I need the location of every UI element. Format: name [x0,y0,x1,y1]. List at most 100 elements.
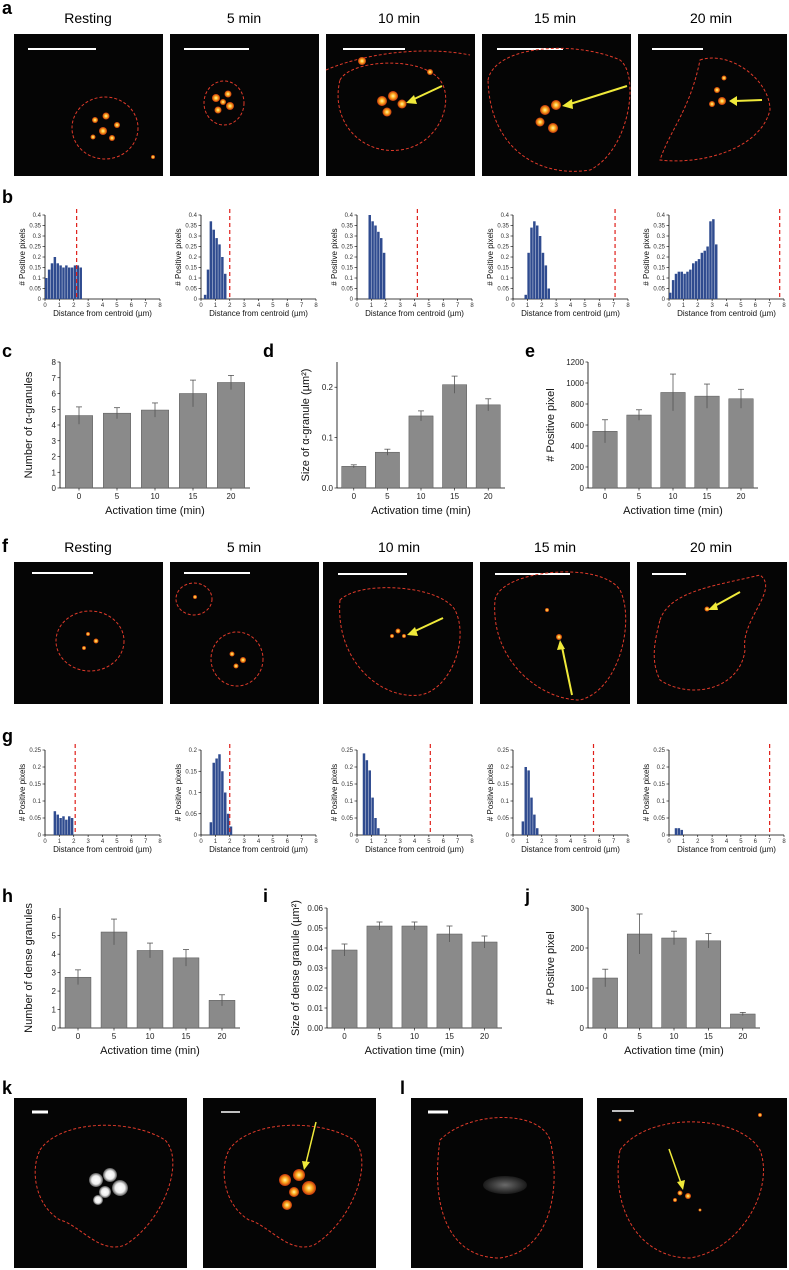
x-tick-label: 3 [398,303,402,309]
y-tick-label: 0.06 [307,904,323,913]
y-tick-label: 0.05 [341,816,353,822]
y-axis-label: Size of dense granule (µm²) [290,900,302,1036]
x-tick-label: 1 [682,303,686,309]
y-tick-label: 0.2 [345,255,354,261]
x-tick-label: 7 [300,303,304,309]
y-tick-label: 800 [571,400,585,409]
x-tick-label: 8 [158,303,162,309]
y-tick-label: 0.4 [189,213,198,219]
histogram-bar [697,259,701,299]
histogram-bar [45,278,48,299]
x-tick-label: 0 [342,1032,347,1041]
histogram-bar [224,273,227,299]
histogram-bar [533,221,536,299]
x-tick-label: 5 [385,492,390,501]
y-tick-label: 0.1 [33,276,42,282]
y-tick-label: 0.15 [497,782,509,788]
x-tick-label: 6 [754,303,758,309]
x-tick-label: 15 [704,1032,713,1041]
histogram-bar [218,244,221,299]
bar [401,925,428,1029]
x-tick-label: 1 [370,303,374,309]
y-tick-label: 2 [52,987,57,996]
y-tick-label: 0.1 [657,799,666,805]
panel-label-e: e [525,341,535,361]
panel-label-i: i [263,886,268,906]
x-axis-label: Activation time (min) [105,505,205,517]
y-tick-label: 3 [52,969,57,978]
y-tick-label: 0 [580,1024,585,1033]
y-tick-label: 6 [52,390,57,399]
panel-label-c: c [2,341,12,361]
y-axis-label: # Positive pixels [174,228,183,285]
x-tick-label: 8 [626,839,630,845]
x-axis-label: Distance from centroid (µm) [53,845,152,854]
x-tick-label: 7 [612,303,616,309]
y-tick-label: 1000 [566,379,584,388]
chart-h: 0 1 2 3 4 5 6 Number of dense granules Activatio… [23,903,240,1057]
x-tick-label: 3 [554,303,558,309]
histogram-bar [533,814,536,835]
y-tick-label: 300 [571,904,585,913]
histogram-bar [212,762,215,835]
y-tick-label: 0 [506,297,510,303]
x-tick-label: 2 [228,839,232,845]
y-tick-label: 0.15 [185,769,197,775]
histogram-bar [692,263,695,299]
x-tick-label: 2 [540,303,544,309]
x-axis-label: Distance from centroid (µm) [677,845,776,854]
histogram-bar [538,236,542,299]
x-tick-label: 3 [398,839,402,845]
histogram-bar [59,818,62,835]
x-tick-label: 7 [300,839,304,845]
chart-g1: 0 0.05 0.1 0.15 0.2 0.25 # Positive pixels Dist… [18,744,162,854]
y-axis-label: # Positive pixels [330,764,339,821]
x-axis-label: Distance from centroid (µm) [365,845,464,854]
histogram-bar [70,818,74,835]
x-tick-label: 5 [271,839,275,845]
micrograph-f-20min [637,562,787,704]
y-tick-label: 4 [52,421,57,430]
y-tick-label: 0.1 [345,799,354,805]
x-tick-label: 1 [526,839,530,845]
y-tick-label: 1 [52,468,57,477]
y-tick-label: 0.15 [29,782,41,788]
x-tick-label: 10 [146,1032,155,1041]
charts-layer: 00.050.10.150.20.250.30.350.4# Positive … [18,209,786,1057]
histogram-bar [62,816,65,835]
x-tick-label: 0 [352,492,357,501]
y-tick-label: 0 [350,297,354,303]
y-tick-label: 0.4 [501,213,510,219]
y-tick-label: 0.2 [189,255,198,261]
x-tick-label: 5 [637,492,642,501]
histogram-bar [68,267,71,299]
x-tick-label: 3 [554,839,558,845]
histogram-bar [368,215,371,299]
histogram-bar [674,828,678,835]
histogram-bar [218,754,221,835]
y-axis-label: # Positive pixel [545,931,557,1004]
histogram-bar [70,267,74,299]
y-tick-label: 0.2 [33,255,42,261]
title-a-10min: 10 min [378,10,420,26]
x-tick-label: 5 [583,303,587,309]
y-axis-label: # Positive pixels [18,764,27,821]
panel-label-d: d [263,341,274,361]
histogram-bar [53,257,57,299]
title-a-20min: 20 min [690,10,732,26]
x-tick-label: 2 [384,839,388,845]
micrograph-a-5min [170,34,319,176]
x-tick-label: 5 [637,1032,642,1041]
x-tick-label: 7 [456,303,460,309]
bar [136,950,164,1029]
y-tick-label: 0.05 [29,287,41,293]
histogram-bar [706,246,709,299]
chart-b5: 0 0.05 0.1 0.15 0.2 0.25 0.3 0.35 0.4 # Positive … [642,209,786,318]
x-tick-label: 5 [427,839,431,845]
y-tick-label: 0.05 [497,287,509,293]
histogram-bar [206,269,210,299]
x-tick-label: 20 [737,492,746,501]
histogram-bar [671,280,675,299]
y-tick-label: 0.04 [307,944,323,953]
histogram-bar [709,221,712,299]
